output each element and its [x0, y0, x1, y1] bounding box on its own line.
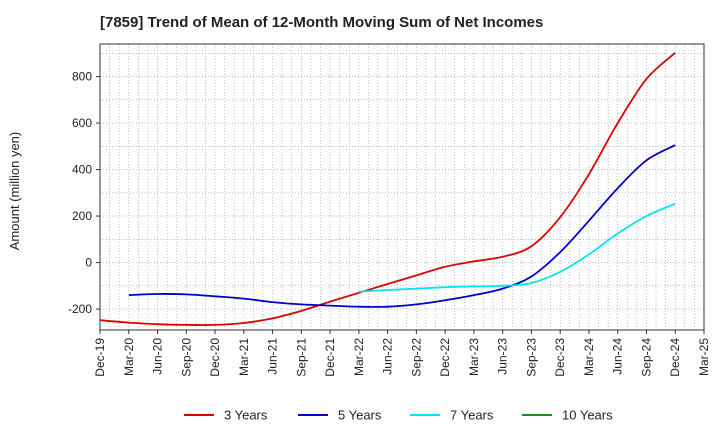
y-tick-label: 600 — [72, 116, 92, 130]
y-tick-label: 0 — [85, 256, 92, 270]
x-tick-label: Mar-21 — [237, 338, 251, 376]
x-tick-label: Jun-20 — [151, 338, 165, 375]
series-line-3-years — [99, 52, 676, 326]
x-tick-label: Dec-22 — [438, 338, 452, 377]
plot-border — [99, 43, 705, 331]
x-tick-label: Dec-23 — [553, 338, 567, 377]
x-tick-label: Mar-24 — [582, 338, 596, 376]
x-tick-label: Jun-23 — [496, 338, 510, 375]
y-tick-label: 800 — [72, 70, 92, 84]
x-tick-label: Sep-23 — [524, 338, 538, 377]
x-tick-label: Mar-22 — [352, 338, 366, 376]
x-tick-label: Mar-23 — [467, 338, 481, 376]
plot-area — [100, 44, 704, 330]
x-tick-label: Jun-21 — [266, 338, 280, 375]
legend-label: 3 Years — [224, 408, 268, 423]
x-tick-label: Sep-20 — [179, 338, 193, 377]
x-tick-label: Sep-21 — [294, 338, 308, 377]
y-tick-label: 400 — [72, 163, 92, 177]
x-tick-label: Jun-24 — [611, 338, 625, 375]
y-tick-label: 200 — [72, 209, 92, 223]
series-line-7-years — [358, 202, 676, 293]
x-tick-label: Mar-20 — [122, 338, 136, 376]
x-tick-label: Dec-19 — [93, 338, 107, 377]
x-tick-label: Sep-22 — [409, 338, 423, 377]
y-tick-label: -200 — [68, 302, 92, 316]
x-tick-label: Dec-21 — [323, 338, 337, 377]
legend-label: 7 Years — [450, 408, 494, 423]
legend-label: 10 Years — [562, 408, 613, 423]
x-tick-label: Dec-24 — [668, 338, 682, 377]
chart-title: [7859] Trend of Mean of 12-Month Moving … — [100, 14, 544, 31]
y-axis-label: Amount (million yen) — [7, 132, 22, 251]
x-tick-label: Sep-24 — [639, 338, 653, 377]
legend-label: 5 Years — [338, 408, 382, 423]
series-line-5-years — [128, 144, 676, 308]
x-tick-label: Jun-22 — [381, 338, 395, 375]
x-tick-label: Dec-20 — [208, 338, 222, 377]
x-tick-label: Mar-25 — [697, 338, 711, 376]
